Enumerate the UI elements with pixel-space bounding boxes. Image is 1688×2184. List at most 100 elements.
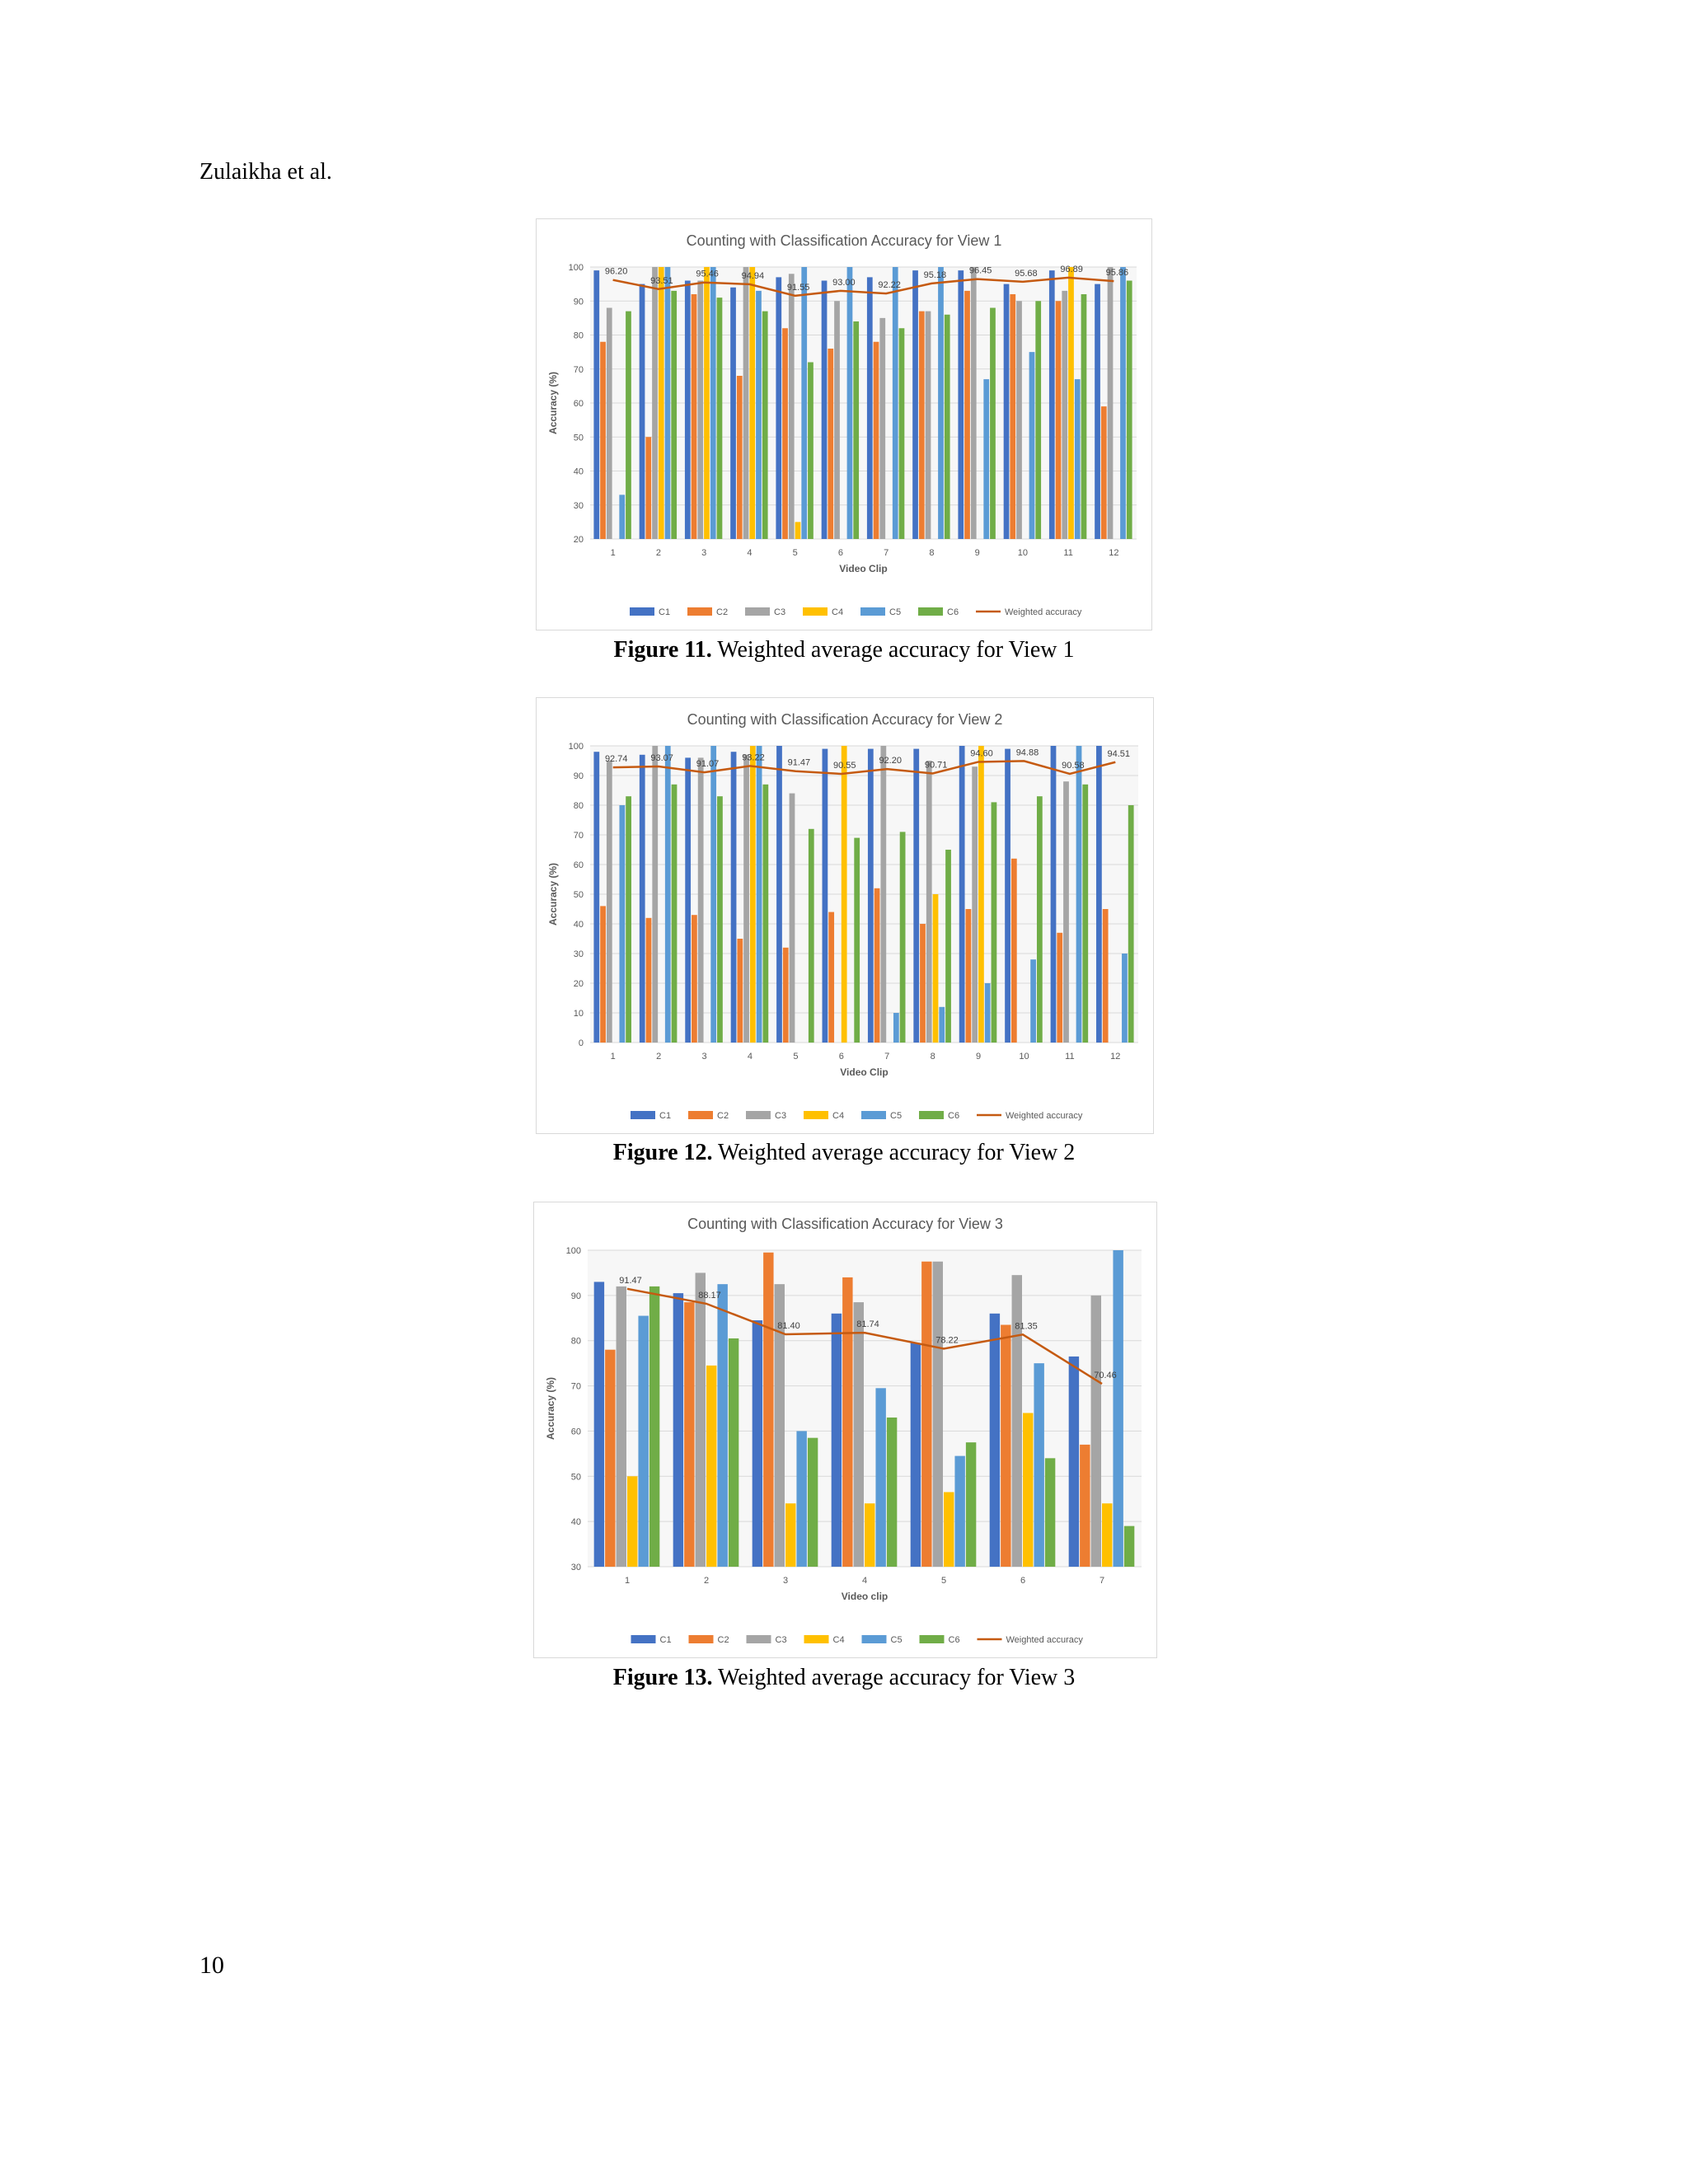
- bar-c3: [853, 1302, 864, 1567]
- bar-c2: [600, 341, 606, 539]
- bar-c4: [978, 746, 984, 1043]
- y-tick-label: 90: [571, 1291, 581, 1301]
- bar-c5: [1074, 379, 1081, 539]
- bar-c4: [658, 267, 664, 539]
- legend-label: C6: [948, 1111, 959, 1121]
- x-tick-label: 11: [1063, 548, 1072, 558]
- x-tick-label: 6: [839, 1052, 844, 1062]
- chart-title: Counting with Classification Accuracy fo…: [687, 711, 1003, 728]
- bar-c5: [938, 267, 944, 539]
- y-axis-label: Accuracy (%): [547, 372, 559, 434]
- bar-c4: [841, 746, 847, 1043]
- figure-11-chart: Counting with Classification Accuracy fo…: [536, 218, 1152, 630]
- figure-12-caption-text: Weighted average accuracy for View 2: [718, 1140, 1076, 1165]
- bar-c2: [1010, 294, 1016, 539]
- data-label: 88.17: [698, 1291, 721, 1301]
- bar-c1: [867, 748, 874, 1043]
- bar-c6: [762, 311, 768, 539]
- bar-c3: [880, 746, 887, 1043]
- data-label: 93.07: [650, 753, 673, 763]
- y-axis-label: Accuracy (%): [547, 863, 559, 926]
- bar-c4: [932, 894, 939, 1043]
- bar-c5: [893, 1013, 899, 1043]
- bar-c2: [1055, 301, 1062, 539]
- x-tick-label: 2: [656, 1052, 661, 1062]
- bar-c6: [990, 307, 996, 539]
- weighted-accuracy-line: [626, 1287, 1103, 1385]
- data-label: 93.00: [832, 278, 856, 288]
- bar-c5: [1122, 954, 1128, 1043]
- x-tick-label: 12: [1110, 1052, 1120, 1062]
- figure-11-caption: Figure 11. Weighted average accuracy for…: [0, 637, 1688, 663]
- legend-label: C6: [949, 1635, 960, 1645]
- bar-c3: [1016, 301, 1022, 539]
- legend-label: C3: [776, 1635, 787, 1645]
- x-tick-label: 7: [884, 1052, 889, 1062]
- bar-c4: [785, 1503, 796, 1567]
- bar-c5: [710, 267, 716, 539]
- page-number: 10: [199, 1952, 224, 1979]
- bar-c1: [958, 270, 964, 539]
- y-tick-label: 40: [571, 1517, 581, 1527]
- data-label: 94.94: [742, 271, 765, 281]
- bar-c4: [627, 1476, 638, 1567]
- bar-c1: [912, 270, 918, 539]
- x-tick-label: 2: [704, 1576, 709, 1586]
- data-label: 70.46: [1094, 1371, 1117, 1380]
- data-label: 94.88: [1016, 748, 1039, 757]
- bar-c5: [1120, 267, 1126, 539]
- bar-c6: [944, 314, 950, 539]
- bar-c2: [965, 909, 972, 1043]
- bar-c6: [853, 321, 860, 539]
- figure-13-caption-text: Weighted average accuracy for View 3: [718, 1665, 1076, 1690]
- bar-c6: [965, 1442, 977, 1567]
- data-label: 92.74: [605, 754, 628, 764]
- bar-c3: [743, 267, 749, 539]
- bar-c6: [945, 850, 951, 1043]
- bar-c2: [737, 939, 743, 1043]
- bar-c6: [1044, 1458, 1056, 1567]
- bar-c2: [645, 917, 652, 1043]
- bar-c6: [762, 784, 769, 1043]
- bar-c5: [756, 746, 762, 1043]
- bar-c2: [691, 294, 697, 539]
- bar-c6: [1123, 1526, 1135, 1567]
- bar-c2: [1102, 909, 1109, 1043]
- x-tick-label: 10: [1018, 548, 1028, 558]
- bar-c3: [697, 757, 704, 1043]
- bar-c3: [1063, 781, 1069, 1043]
- bar-c1: [639, 754, 645, 1043]
- data-label: 81.40: [777, 1321, 800, 1331]
- figure-11-caption-text: Weighted average accuracy for View 1: [717, 637, 1075, 663]
- bar-c6: [808, 362, 814, 539]
- bar-c3: [970, 267, 977, 539]
- bar-c3: [926, 761, 932, 1043]
- x-tick-label: 1: [625, 1576, 630, 1586]
- legend-label: C2: [717, 1111, 729, 1121]
- bar-c6: [671, 784, 678, 1043]
- legend-label: C3: [774, 607, 785, 617]
- bar-c3: [788, 274, 795, 539]
- bar-c2: [964, 290, 970, 539]
- figure-12-label: Figure 12.: [612, 1140, 713, 1165]
- x-tick-label: 1: [611, 1052, 616, 1062]
- legend-swatch: [861, 1635, 887, 1643]
- bar-c6: [1035, 301, 1042, 539]
- y-tick-label: 100: [569, 742, 584, 752]
- y-tick-label: 20: [574, 979, 584, 989]
- bar-c6: [899, 832, 906, 1043]
- bar-c5: [1113, 1250, 1123, 1567]
- legend-label: C5: [889, 607, 901, 617]
- legend-label: C2: [718, 1635, 729, 1645]
- bar-c1: [831, 1313, 842, 1567]
- figure-12-caption: Figure 12. Weighted average accuracy for…: [0, 1140, 1688, 1166]
- x-tick-label: 8: [931, 1052, 935, 1062]
- bar-c1: [593, 270, 600, 539]
- legend-label: C5: [890, 1111, 902, 1121]
- y-tick-label: 40: [574, 920, 584, 930]
- bar-c1: [1005, 748, 1010, 1043]
- legend-label: C5: [891, 1635, 903, 1645]
- y-tick-label: 40: [574, 467, 584, 477]
- data-label: 96.89: [1060, 265, 1083, 274]
- figure-13-caption: Figure 13. Weighted average accuracy for…: [0, 1665, 1688, 1691]
